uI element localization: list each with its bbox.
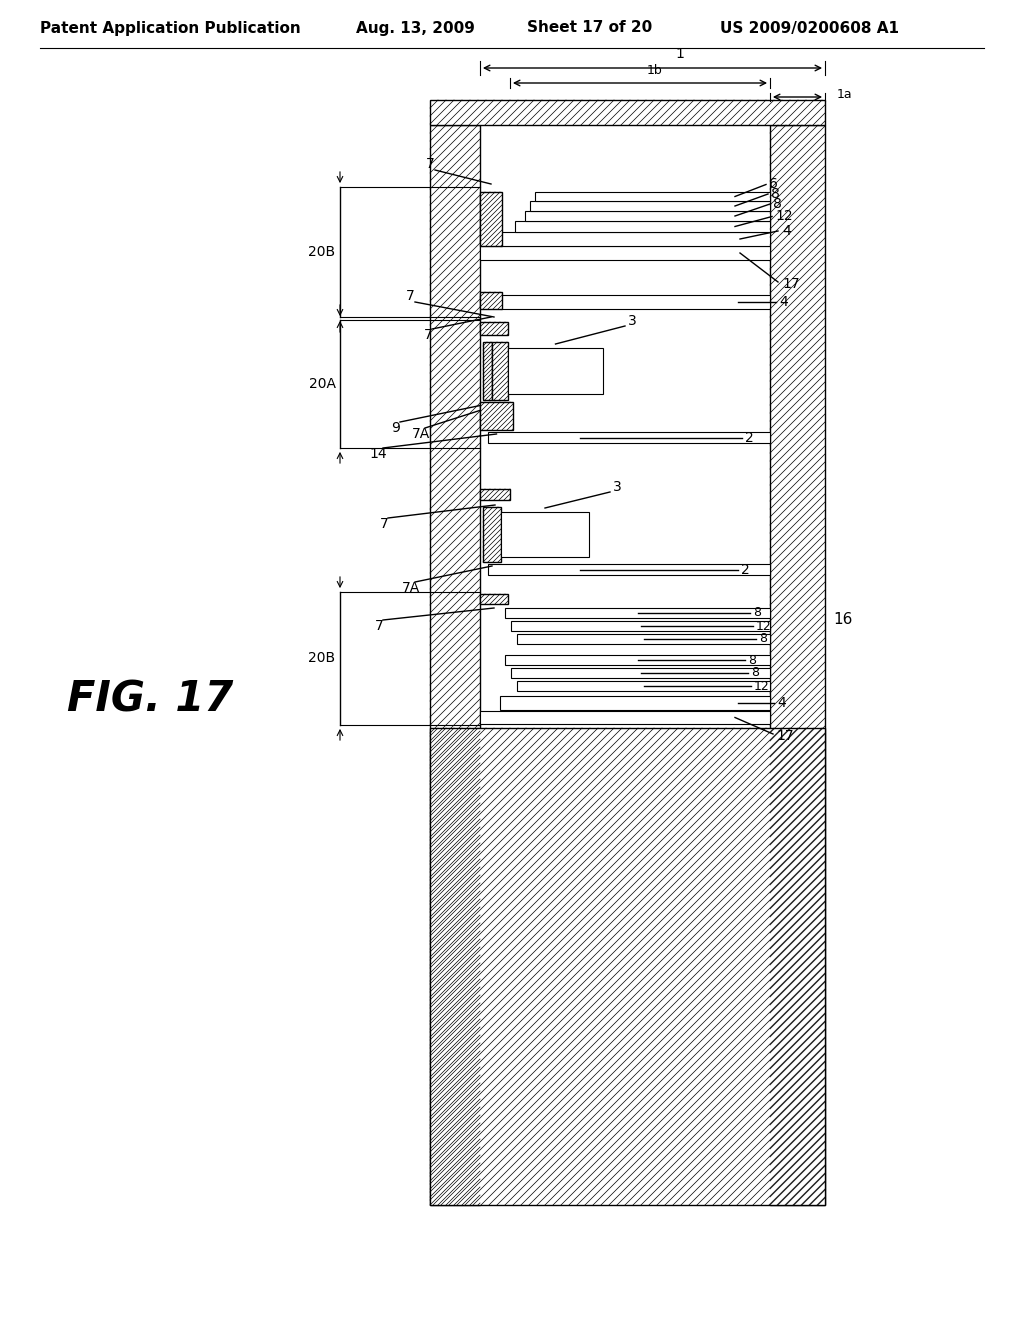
- Text: 4: 4: [777, 696, 785, 710]
- Text: 17: 17: [776, 729, 794, 743]
- Bar: [483, 507, 501, 562]
- Bar: [535, 191, 770, 201]
- Text: 20B: 20B: [308, 246, 336, 259]
- Bar: [480, 403, 513, 430]
- Text: 3: 3: [613, 480, 622, 494]
- Text: 8: 8: [773, 197, 782, 211]
- Bar: [488, 432, 770, 444]
- Bar: [500, 232, 770, 246]
- Text: 7: 7: [424, 327, 432, 342]
- Text: Aug. 13, 2009: Aug. 13, 2009: [355, 21, 474, 36]
- Text: 12: 12: [775, 210, 793, 223]
- Bar: [480, 594, 508, 605]
- Text: 1a: 1a: [837, 88, 853, 102]
- Bar: [430, 125, 480, 1205]
- Text: FIG. 17: FIG. 17: [67, 678, 233, 721]
- Bar: [500, 696, 770, 710]
- Bar: [515, 220, 770, 232]
- Bar: [770, 125, 825, 1205]
- Text: 12: 12: [754, 680, 770, 693]
- Text: 8: 8: [751, 667, 759, 680]
- Bar: [480, 711, 770, 723]
- Bar: [501, 512, 589, 557]
- Text: 17: 17: [782, 277, 800, 290]
- Text: 1b: 1b: [647, 65, 663, 78]
- Bar: [530, 201, 770, 211]
- Text: 7A: 7A: [401, 581, 420, 595]
- Bar: [505, 655, 770, 665]
- Bar: [480, 246, 770, 260]
- Bar: [430, 100, 825, 125]
- Text: Patent Application Publication: Patent Application Publication: [40, 21, 300, 36]
- Text: 1: 1: [676, 48, 684, 61]
- Text: US 2009/0200608 A1: US 2009/0200608 A1: [721, 21, 899, 36]
- Text: 8: 8: [748, 653, 756, 667]
- Text: 16: 16: [834, 612, 853, 627]
- Text: 8: 8: [771, 187, 780, 201]
- Bar: [480, 191, 502, 246]
- Bar: [511, 668, 770, 678]
- Bar: [508, 348, 603, 393]
- Bar: [480, 488, 510, 500]
- Bar: [505, 609, 770, 618]
- Text: 9: 9: [391, 421, 400, 436]
- Bar: [430, 729, 825, 1205]
- Text: 4: 4: [782, 224, 791, 238]
- Bar: [517, 634, 770, 644]
- Bar: [483, 342, 492, 400]
- Text: Sheet 17 of 20: Sheet 17 of 20: [527, 21, 652, 36]
- Bar: [517, 681, 770, 690]
- Bar: [492, 342, 508, 400]
- Text: 7: 7: [375, 619, 383, 634]
- Bar: [480, 322, 508, 335]
- Text: 20B: 20B: [308, 652, 336, 665]
- Text: 7: 7: [426, 157, 434, 172]
- Bar: [511, 620, 770, 631]
- Text: 12: 12: [756, 619, 772, 632]
- Bar: [480, 292, 502, 309]
- Text: 4: 4: [779, 294, 787, 309]
- Text: 6: 6: [769, 177, 778, 191]
- Text: 3: 3: [628, 314, 637, 327]
- Text: 8: 8: [753, 606, 761, 619]
- Text: 20A: 20A: [308, 378, 336, 391]
- Text: 7A: 7A: [412, 426, 430, 441]
- Text: 14: 14: [370, 447, 387, 461]
- Bar: [500, 294, 770, 309]
- Bar: [525, 211, 770, 220]
- Text: 7: 7: [406, 289, 415, 304]
- Text: 7: 7: [380, 517, 388, 531]
- Text: 8: 8: [759, 632, 767, 645]
- Bar: [488, 564, 770, 576]
- Text: 2: 2: [745, 430, 754, 445]
- Text: 2: 2: [741, 562, 750, 577]
